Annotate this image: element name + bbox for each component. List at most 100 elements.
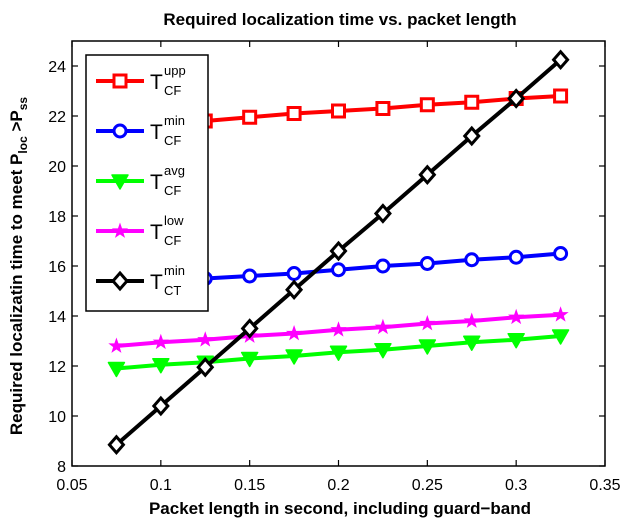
legend-entry: T CF avg bbox=[96, 163, 185, 198]
y-axis-label-main: Required localizatin time to meet P bbox=[7, 154, 26, 436]
y-tick-label: 8 bbox=[57, 459, 66, 476]
legend-label-sub: CT bbox=[164, 283, 181, 298]
y-tick-label: 12 bbox=[48, 359, 66, 376]
y-tick-label: 14 bbox=[48, 309, 66, 326]
data-point bbox=[418, 164, 437, 186]
data-point bbox=[240, 318, 259, 339]
data-point bbox=[286, 266, 302, 281]
y-axis-label: Required localizatin time to meet Ploc >… bbox=[7, 97, 30, 436]
legend-entry: T CT min bbox=[96, 263, 185, 298]
data-point bbox=[285, 279, 304, 301]
data-point bbox=[419, 256, 435, 271]
data-point bbox=[419, 97, 435, 113]
legend-entry: T CF low bbox=[96, 213, 184, 248]
data-point bbox=[375, 258, 391, 274]
legend-marker bbox=[111, 270, 129, 292]
x-tick-label: 0.3 bbox=[505, 477, 527, 494]
data-point bbox=[374, 343, 392, 359]
data-point bbox=[329, 345, 348, 361]
y-tick-label: 22 bbox=[48, 109, 66, 126]
legend-entry: T CF min bbox=[96, 113, 185, 148]
data-point bbox=[196, 356, 215, 378]
data-point bbox=[375, 101, 391, 116]
y-tick-label: 20 bbox=[48, 159, 66, 176]
legend-label-base: T bbox=[150, 271, 163, 294]
data-point bbox=[551, 329, 570, 345]
data-point bbox=[152, 333, 169, 350]
x-tick-label: 0.2 bbox=[327, 477, 349, 494]
data-point bbox=[107, 361, 126, 378]
legend-label-base: T bbox=[150, 71, 163, 94]
data-point bbox=[551, 49, 570, 71]
legend-entry: T CF upp bbox=[96, 63, 186, 98]
data-point bbox=[240, 351, 259, 368]
legend-label-sup: upp bbox=[164, 63, 186, 78]
legend-marker bbox=[112, 73, 128, 89]
y-tick-label: 18 bbox=[48, 209, 66, 226]
data-point bbox=[285, 349, 303, 365]
data-point bbox=[331, 262, 346, 278]
data-point bbox=[242, 109, 258, 125]
y-tick-label: 24 bbox=[48, 59, 66, 76]
legend-marker bbox=[111, 222, 129, 238]
y-tick-label: 10 bbox=[48, 409, 66, 426]
legend-label: T bbox=[150, 221, 163, 244]
legend-label: T bbox=[150, 121, 163, 144]
data-point bbox=[463, 312, 480, 328]
legend-label-sup: low bbox=[164, 213, 184, 228]
legend-label-base: T bbox=[150, 171, 163, 194]
y-tick-label: 16 bbox=[48, 259, 66, 276]
data-point bbox=[464, 252, 480, 268]
data-point bbox=[107, 434, 126, 456]
data-point bbox=[552, 306, 569, 322]
legend-label-sub: CF bbox=[164, 183, 181, 198]
series-avg-CF bbox=[107, 329, 570, 378]
data-point bbox=[508, 308, 525, 325]
legend-label: T bbox=[150, 171, 163, 194]
x-axis: 0.05 0.1 0.15 0.2 0.25 0.3 0.35 bbox=[56, 41, 621, 494]
y-axis-label-mid: >P bbox=[7, 110, 26, 136]
legend-label-sub: CF bbox=[164, 83, 181, 98]
x-tick-label: 0.35 bbox=[589, 477, 620, 494]
legend-label-base: T bbox=[150, 221, 163, 244]
data-point bbox=[108, 337, 125, 353]
legend-label: T bbox=[150, 71, 163, 94]
legend-label-sub: CF bbox=[164, 133, 181, 148]
legend-marker bbox=[111, 174, 129, 190]
legend-label-sup: min bbox=[164, 113, 185, 128]
legend-marker bbox=[112, 123, 128, 139]
data-point bbox=[507, 88, 526, 109]
y-axis: 8 10 12 14 16 18 20 22 24 bbox=[48, 59, 605, 476]
data-point bbox=[419, 314, 436, 331]
data-point bbox=[197, 331, 214, 347]
data-point bbox=[329, 240, 348, 262]
data-point bbox=[374, 318, 392, 335]
data-point bbox=[330, 321, 347, 337]
chart-title: Required localization time vs. packet le… bbox=[163, 10, 516, 29]
data-point bbox=[508, 249, 524, 265]
legend-label: T bbox=[150, 271, 163, 294]
y-axis-label-sub1: loc bbox=[16, 136, 30, 154]
data-point bbox=[418, 339, 437, 355]
data-point bbox=[331, 103, 346, 119]
data-point bbox=[151, 395, 170, 417]
data-point bbox=[373, 203, 392, 224]
data-point bbox=[462, 125, 481, 147]
data-point bbox=[152, 358, 170, 374]
x-tick-label: 0.05 bbox=[56, 477, 87, 494]
data-point bbox=[553, 88, 569, 104]
x-tick-label: 0.15 bbox=[234, 477, 265, 494]
series-min-CT bbox=[107, 49, 570, 456]
legend-label-sup: min bbox=[164, 263, 185, 278]
data-point bbox=[507, 333, 525, 349]
legend-label-base: T bbox=[150, 121, 163, 144]
series-lines bbox=[107, 49, 570, 456]
x-tick-label: 0.1 bbox=[150, 477, 172, 494]
y-axis-label-sub2: ss bbox=[16, 97, 30, 111]
data-point bbox=[553, 246, 569, 261]
data-point bbox=[285, 324, 303, 341]
series-low-CF bbox=[108, 306, 569, 353]
data-point bbox=[463, 335, 481, 351]
